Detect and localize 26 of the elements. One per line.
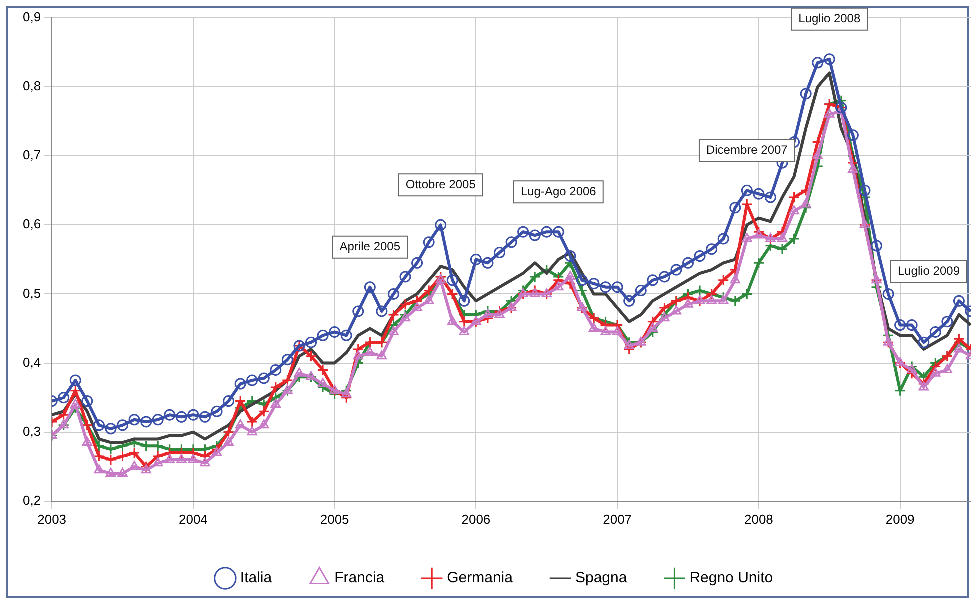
y-tick-label: 0,7	[22, 148, 42, 163]
y-tick-label: 0,9	[22, 10, 42, 25]
annotation: Luglio 2009	[898, 264, 960, 278]
x-tick-label: 2003	[38, 512, 67, 527]
x-tick-label: 2007	[603, 512, 632, 527]
annotation: Lug-Ago 2006	[520, 184, 597, 198]
x-tick-label: 2008	[744, 512, 774, 527]
x-tick-label: 2005	[320, 512, 350, 527]
y-tick-label: 0,2	[22, 492, 42, 508]
y-tick-label: 0,3	[22, 424, 42, 439]
annotation: Dicembre 2007	[706, 142, 788, 157]
y-tick-label: 0,4	[22, 354, 42, 370]
legend-label: Italia	[240, 570, 273, 587]
annotation: Luglio 2008	[798, 12, 861, 26]
y-tick-label: 0,6	[22, 216, 42, 232]
legend-label: Germania	[447, 570, 514, 587]
annotation: Aprile 2005	[340, 240, 401, 254]
x-tick-label: 2009	[886, 512, 915, 527]
legend-label: Francia	[334, 570, 386, 587]
x-tick-label: 2006	[462, 512, 491, 527]
x-tick-label: 2004	[178, 512, 208, 527]
legend-label: Spagna	[575, 570, 628, 587]
y-tick-label: 0,8	[22, 78, 42, 94]
annotation: Ottobre 2005	[406, 177, 476, 192]
legend-label: Regno Unito	[690, 570, 774, 587]
y-tick-label: 0,5	[22, 286, 42, 301]
